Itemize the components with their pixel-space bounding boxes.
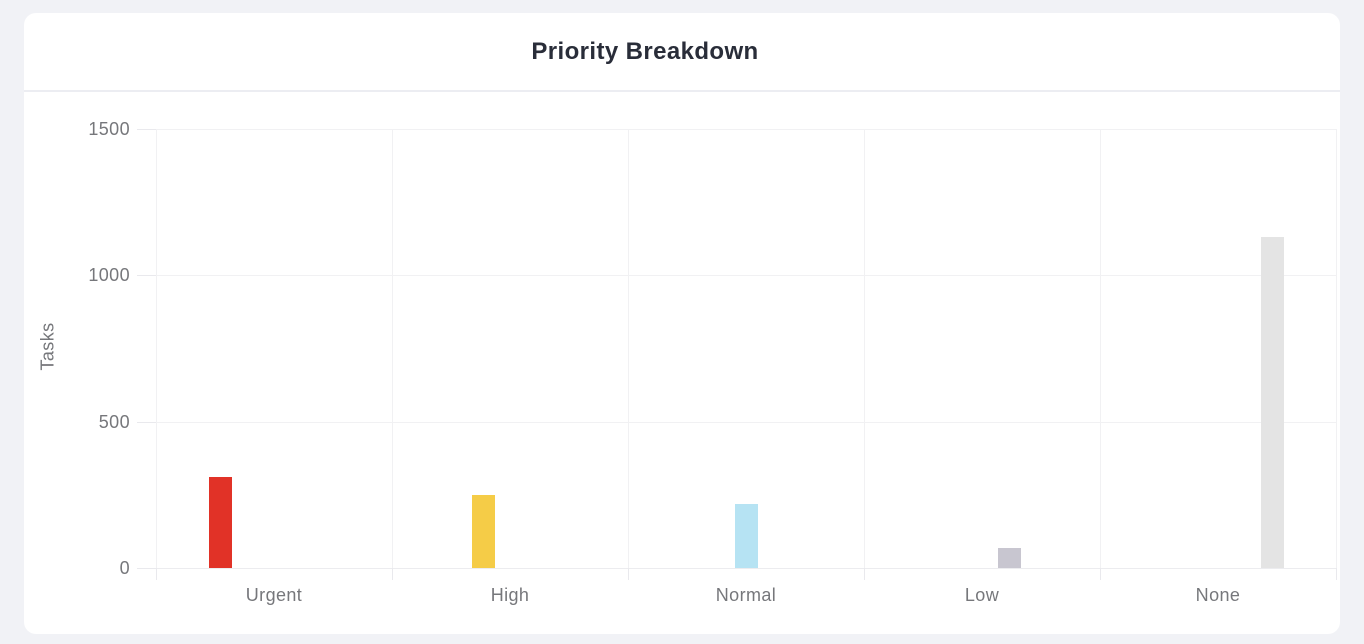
bar-low[interactable]	[997, 548, 1021, 568]
x-gridline-1	[392, 129, 393, 568]
y-tick-label-1500: 1500	[88, 119, 130, 139]
x-axis-tick	[864, 568, 865, 580]
x-gridline-4	[1100, 129, 1101, 568]
x-axis-label-low: Low	[964, 585, 1000, 605]
y-tick-label-0: 0	[119, 558, 130, 578]
x-gridline-2	[628, 129, 629, 568]
x-axis-tick	[392, 568, 393, 580]
widget-header: Priority Breakdown	[24, 13, 1340, 92]
x-axis-tick	[156, 568, 157, 580]
y-axis-title: Tasks	[37, 321, 58, 370]
y-gridline-500	[156, 421, 1336, 423]
y-axis-tick	[137, 275, 156, 277]
priority-breakdown-widget: Priority Breakdown Tasks 0 500 1000 1500 Urg…	[24, 13, 1340, 634]
x-axis-label-normal: Normal	[715, 585, 777, 605]
y-tick-label-1000: 1000	[88, 265, 130, 286]
x-gridline-0	[156, 129, 157, 568]
y-axis-tick	[137, 421, 156, 423]
y-gridline-1000	[156, 275, 1336, 277]
y-gridline-1500	[156, 129, 1336, 130]
x-axis-label-none: None	[1195, 585, 1241, 605]
bar-urgent[interactable]	[208, 476, 232, 568]
x-gridline-3	[864, 129, 865, 568]
x-axis-tick	[1336, 568, 1337, 580]
y-gridline-0	[156, 568, 1336, 569]
y-axis-tick	[137, 568, 156, 569]
y-axis-tick	[137, 129, 156, 130]
x-axis-tick	[628, 568, 629, 580]
widget-title: Priority Breakdown	[531, 37, 759, 65]
y-tick-label-500: 500	[98, 411, 130, 432]
x-axis-label-high: High	[490, 585, 530, 605]
priority-breakdown-chart: Tasks 0 500 1000 1500 Urgent High Normal Low Non…	[24, 94, 1340, 634]
bar-high[interactable]	[471, 495, 495, 568]
x-gridline-5	[1336, 129, 1337, 568]
bar-normal[interactable]	[734, 503, 758, 568]
x-axis-tick	[1100, 568, 1101, 580]
x-axis-label-urgent: Urgent	[245, 585, 303, 605]
bar-none[interactable]	[1260, 236, 1284, 568]
